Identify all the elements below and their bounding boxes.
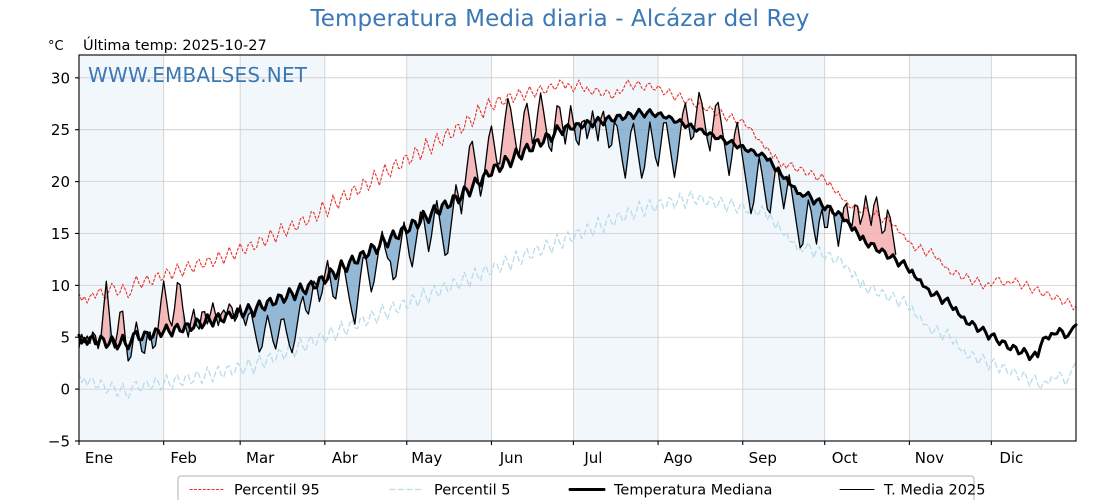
- x-tick-label: Ago: [664, 449, 693, 467]
- y-tick-label: 15: [51, 225, 70, 243]
- fill-below-median: [382, 222, 405, 280]
- watermark-label: WWW.EMBALSES.NET: [88, 63, 308, 87]
- fill-above-median: [693, 92, 708, 140]
- legend-label: Percentil 95: [234, 483, 320, 499]
- fill-below-median: [458, 168, 467, 214]
- x-tick-label: Feb: [170, 449, 197, 467]
- x-tick-label: Mar: [246, 449, 275, 467]
- fill-above-median: [841, 195, 896, 260]
- fill-below-median: [789, 174, 831, 248]
- series-line: [77, 107, 1078, 362]
- series-line: [78, 79, 1077, 311]
- y-tick-label: 30: [51, 69, 70, 87]
- legend-label: Temperatura Mediana: [613, 483, 772, 499]
- y-tick-label: −5: [48, 433, 70, 451]
- fill-below-median: [436, 184, 456, 256]
- month-band: [406, 55, 492, 441]
- chart-legend[interactable]: Percentil 95 Percentil 5 Temperatura Media…: [177, 475, 985, 500]
- x-tick-label: Abr: [332, 449, 359, 467]
- month-band: [240, 55, 325, 441]
- legend-label: Percentil 5: [434, 483, 510, 499]
- plot-border: [78, 54, 1077, 442]
- x-axis-ticks: Ene Feb Mar Abr May Jun Jul Ago Sep Oct Nov Dic: [78, 441, 1023, 467]
- last-temp-subtitle: Última temp: 2025-10-27: [83, 38, 267, 54]
- page-title: Temperatura Media diaria - Alcázar del R…: [310, 6, 810, 32]
- fill-above-median: [464, 141, 481, 197]
- month-band: [79, 55, 164, 441]
- legend-label: T. Media 2025: [883, 483, 985, 499]
- y-axis-ticks: 30 25 20 15 10 5 0 −5: [48, 69, 79, 451]
- x-tick-label: Jun: [499, 449, 523, 467]
- y-tick-label: 0: [60, 381, 70, 399]
- fill-above-median: [709, 102, 727, 158]
- series-line: [78, 91, 897, 362]
- y-tick-label: 20: [51, 173, 70, 191]
- fill-below-median: [125, 321, 137, 361]
- x-tick-label: Jul: [583, 449, 602, 467]
- fill-below-median: [343, 251, 366, 325]
- y-tick-label: 5: [60, 329, 70, 347]
- x-tick-label: Dic: [999, 449, 1023, 467]
- x-tick-label: Ene: [85, 449, 113, 467]
- fill-below-median: [740, 140, 776, 214]
- axis-frame: [78, 54, 1077, 442]
- fill-above-median: [518, 93, 549, 160]
- fill-above-median: [679, 103, 691, 140]
- fill-below-median: [477, 159, 486, 197]
- y-tick-label: 25: [51, 121, 70, 139]
- data-series-lines: [77, 79, 1078, 400]
- x-tick-label: Nov: [915, 449, 944, 467]
- y-axis-unit-label: °C: [48, 39, 64, 54]
- x-tick-label: May: [411, 449, 442, 467]
- y-tick-label: 10: [51, 277, 70, 295]
- fill-above-median: [731, 122, 743, 159]
- month-band: [909, 55, 992, 441]
- x-tick-label: Sep: [749, 449, 777, 467]
- fill-below-median: [562, 105, 571, 144]
- series-line: [78, 190, 1077, 400]
- month-band: [742, 55, 825, 441]
- x-tick-label: Oct: [832, 449, 858, 467]
